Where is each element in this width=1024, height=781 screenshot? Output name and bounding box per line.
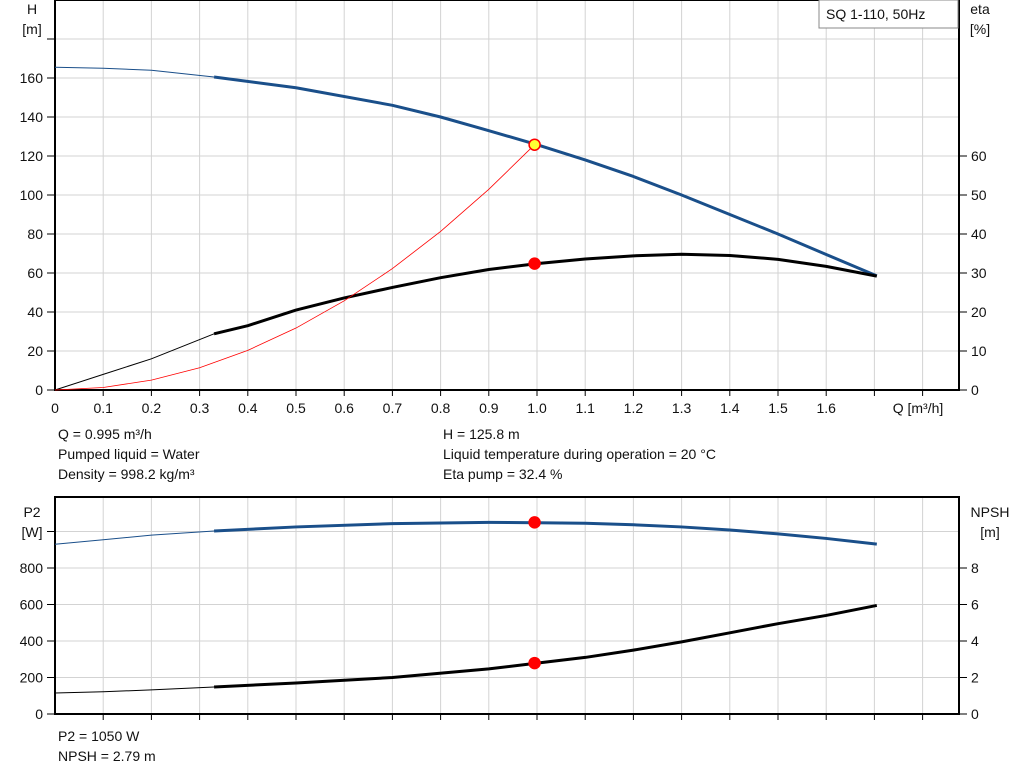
y-axis-label-right: NPSH (971, 504, 1010, 520)
x-tick-label: 1.2 (624, 400, 644, 416)
info-p2: P2 = 1050 W (58, 728, 140, 744)
x-tick-label: 0.2 (142, 400, 162, 416)
info-liquid: Pumped liquid = Water (58, 446, 200, 462)
x-tick-label: 1.6 (816, 400, 836, 416)
x-tick-label: 0.1 (93, 400, 113, 416)
info-flow: Q = 0.995 m³/h (58, 426, 152, 442)
legend-box (818, 0, 959, 29)
y-tick-label-left: 160 (20, 70, 44, 86)
y-tick-label-left: 200 (20, 670, 44, 686)
y-tick-label-right: 60 (971, 148, 987, 164)
y-tick-label-right: 2 (971, 670, 979, 686)
y-tick-label-left: 20 (27, 343, 43, 359)
y-tick-label-right: 6 (971, 597, 979, 613)
y-axis-label-left-unit: [W] (22, 524, 43, 540)
y-tick-label-left: 60 (27, 265, 43, 281)
y-tick-label-left: 120 (20, 148, 44, 164)
y-axis-label-left-unit: [m] (22, 21, 41, 37)
y-tick-label-left: 400 (20, 633, 44, 649)
y-tick-label-right: 50 (971, 187, 987, 203)
y-tick-label-left: 100 (20, 187, 44, 203)
x-tick-label: 0.3 (190, 400, 210, 416)
legend-label: SQ 1-110, 50Hz (826, 6, 925, 22)
x-axis-label: Q [m³/h] (893, 400, 944, 416)
y-tick-label-left: 600 (20, 597, 44, 613)
y-tick-label-right: 10 (971, 343, 987, 359)
x-tick-label: 1.0 (527, 400, 547, 416)
duty-point-marker (528, 257, 541, 270)
y-tick-label-left: 140 (20, 109, 44, 125)
x-tick-label: 0.6 (334, 400, 354, 416)
y-tick-label-left: 40 (27, 304, 43, 320)
series-h-curve-extended (54, 66, 215, 78)
x-tick-label: 0.7 (383, 400, 403, 416)
y-axis-label-left: H (27, 1, 37, 17)
series-npsh-curve-extended (54, 686, 215, 694)
x-tick-label: 1.4 (720, 400, 740, 416)
series-p2-curve (213, 520, 877, 546)
duty-point-marker (528, 516, 541, 529)
y-tick-label-right: 30 (971, 265, 987, 281)
series-p2-curve-extended (54, 530, 215, 545)
info-top-right: H = 125.8 m Liquid temperature during op… (443, 424, 716, 484)
y-tick-label-left: 0 (35, 382, 43, 398)
series-npsh-curve (213, 603, 878, 689)
y-axis-label-right-unit: [%] (970, 21, 990, 37)
y-axis-label-right-unit: [m] (980, 524, 999, 540)
y-tick-label-right: 20 (971, 304, 987, 320)
y-tick-label-left: 800 (20, 560, 44, 576)
info-head: H = 125.8 m (443, 426, 520, 442)
duty-point-marker (528, 656, 541, 670)
x-tick-label: 0.9 (479, 400, 499, 416)
series-system-curve (54, 144, 535, 391)
info-density: Density = 998.2 kg/m³ (58, 466, 195, 482)
x-tick-label: 0.5 (286, 400, 306, 416)
x-tick-label: 0.4 (238, 400, 258, 416)
series-h-curve (213, 75, 878, 278)
duty-point-marker (528, 138, 541, 151)
info-top-left: Q = 0.995 m³/h Pumped liquid = Water Den… (58, 424, 200, 484)
series-eta-curve-extended (54, 333, 215, 391)
series-eta-curve (213, 252, 878, 336)
y-tick-label-right: 0 (971, 382, 979, 398)
x-tick-label: 0.8 (431, 400, 451, 416)
x-tick-label: 1.1 (575, 400, 595, 416)
y-axis-label-right: eta (970, 1, 990, 17)
info-temperature: Liquid temperature during operation = 20… (443, 446, 716, 462)
info-npsh: NPSH = 2.79 m (58, 748, 156, 764)
y-tick-label-right: 40 (971, 226, 987, 242)
info-eta: Eta pump = 32.4 % (443, 466, 563, 482)
y-axis-label-left: P2 (23, 504, 40, 520)
x-tick-label: 0 (51, 400, 59, 416)
x-tick-label: 1.3 (672, 400, 692, 416)
y-tick-label-right: 4 (971, 633, 979, 649)
x-tick-label: 1.5 (768, 400, 788, 416)
y-tick-label-left: 0 (35, 706, 43, 722)
y-tick-label-right: 8 (971, 560, 979, 576)
plot-frame (54, 0, 960, 391)
plot-frame (54, 496, 960, 715)
info-bottom: P2 = 1050 W NPSH = 2.79 m (58, 726, 156, 766)
y-tick-label-right: 0 (971, 706, 979, 722)
y-tick-label-left: 80 (27, 226, 43, 242)
